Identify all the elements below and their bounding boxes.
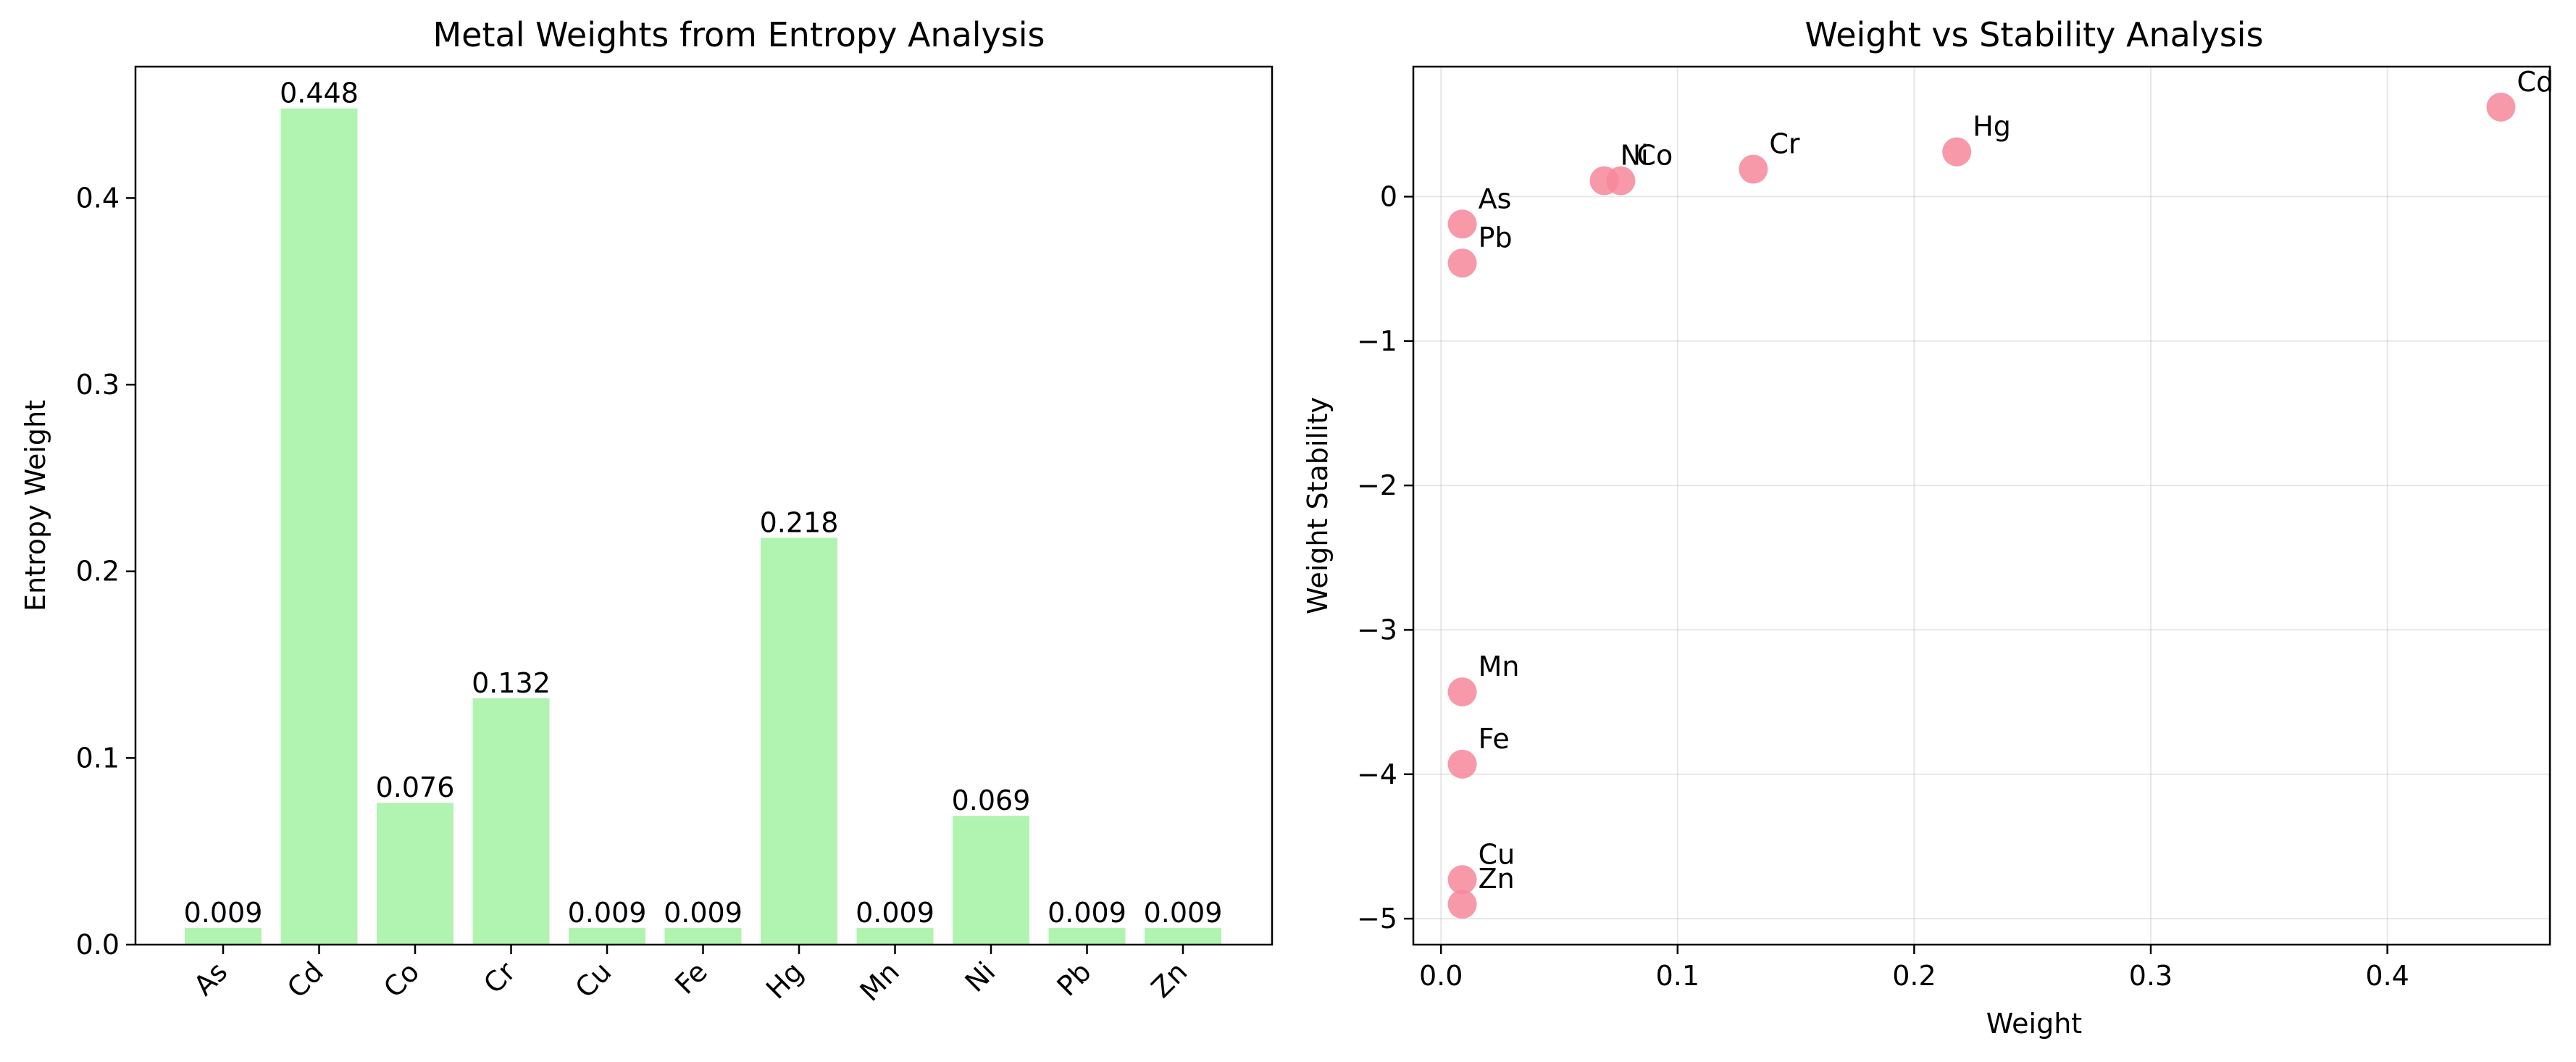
scatter-point-hg	[1942, 137, 1972, 167]
scatter-point-zn	[1447, 890, 1477, 919]
scatter-chart-point-labels: As Cd Co Cr Cu Fe Hg Mn Ni Pb Zn	[1479, 66, 2554, 895]
bar-value-label: 0.009	[1144, 897, 1223, 929]
bar-chart-bars	[185, 108, 1221, 945]
bar-value-label: 0.009	[1047, 897, 1126, 929]
scatter-point-label: Cr	[1769, 128, 1800, 160]
scatter-x-tick-label: 0.2	[1892, 960, 1936, 992]
scatter-chart: Weight vs Stability Analysis Weight Weig…	[1302, 15, 2554, 1040]
bar-as	[185, 927, 262, 945]
bar-chart: Metal Weights from Entropy Analysis Entr…	[20, 15, 1274, 1008]
bar-y-tick-label: 0.4	[76, 182, 120, 214]
scatter-x-tick-label: 0.1	[1656, 960, 1699, 992]
bar-cd	[280, 108, 358, 945]
bar-value-label: 0.009	[184, 897, 263, 929]
scatter-point-label: Cu	[1479, 838, 1515, 870]
scatter-point-cr	[1739, 154, 1768, 184]
scatter-point-fe	[1447, 749, 1477, 779]
scatter-point-pb	[1447, 248, 1477, 278]
bar-chart-title: Metal Weights from Entropy Analysis	[432, 15, 1045, 54]
scatter-point-label: Zn	[1479, 863, 1515, 895]
scatter-point-label: Hg	[1973, 111, 2011, 143]
bar-cr	[472, 698, 550, 945]
bar-co	[377, 803, 453, 945]
bar-value-label: 0.009	[568, 897, 647, 929]
bar-value-label: 0.076	[376, 772, 455, 803]
scatter-y-tick-label: −5	[1357, 903, 1397, 935]
bar-chart-axes-frame	[134, 65, 1274, 946]
bar-value-label: 0.132	[472, 667, 551, 699]
bar-zn	[1145, 927, 1221, 945]
bar-value-label: 0.069	[952, 785, 1031, 816]
bar-y-tick-label: 0.2	[76, 556, 120, 588]
bar-chart-value-labels: 0.009 0.448 0.076 0.132 0.009 0.009 0.218 0.009…	[184, 78, 1223, 929]
scatter-chart-x-ticks: 0.0 0.1 0.2 0.3 0.4	[1419, 945, 2409, 992]
bar-chart-y-ticks: 0.0 0.1 0.2 0.3 0.4	[76, 182, 135, 961]
scatter-point-label: Cd	[2517, 66, 2554, 98]
scatter-point-label: As	[1479, 183, 1512, 214]
scatter-chart-points	[1447, 92, 2516, 919]
scatter-point-as	[1447, 209, 1477, 239]
bar-hg	[761, 538, 837, 945]
scatter-point-ni	[1589, 166, 1619, 196]
scatter-point-label: Mn	[1479, 651, 1520, 682]
bar-mn	[856, 927, 934, 945]
bar-cu	[569, 927, 645, 945]
scatter-point-label: Fe	[1479, 723, 1510, 755]
scatter-y-tick-label: −1	[1357, 325, 1397, 357]
scatter-chart-title: Weight vs Stability Analysis	[1805, 15, 2263, 54]
scatter-point-mn	[1447, 677, 1477, 707]
scatter-point-label: Ni	[1621, 139, 1649, 171]
scatter-point-cd	[2486, 92, 2516, 122]
scatter-chart-y-axis-label: Weight Stability	[1302, 397, 1334, 614]
bar-value-label: 0.448	[280, 78, 359, 109]
bar-fe	[664, 927, 742, 945]
scatter-point-label: Co	[1636, 139, 1673, 171]
scatter-y-tick-label: −4	[1357, 758, 1397, 790]
scatter-y-tick-label: −3	[1357, 614, 1397, 645]
scatter-point-cu	[1447, 865, 1477, 895]
bar-chart-y-axis-label: Entropy Weight	[20, 400, 51, 611]
scatter-point-label: Pb	[1479, 222, 1513, 254]
scatter-x-tick-label: 0.4	[2365, 960, 2409, 992]
scatter-y-tick-label: 0	[1380, 180, 1397, 212]
bar-pb	[1048, 927, 1126, 945]
bar-value-label: 0.009	[856, 897, 934, 929]
bar-y-tick-label: 0.0	[76, 929, 120, 961]
bar-value-label: 0.218	[760, 506, 839, 538]
scatter-x-tick-label: 0.0	[1419, 960, 1463, 992]
bar-ni	[953, 816, 1029, 945]
scatter-y-tick-label: −2	[1357, 469, 1397, 501]
bar-y-tick-label: 0.1	[76, 742, 120, 774]
bar-value-label: 0.009	[664, 897, 743, 929]
scatter-chart-axes-frame	[1412, 65, 2551, 946]
scatter-chart-grid	[1413, 67, 2550, 945]
scatter-chart-x-axis-label: Weight	[1986, 1008, 2082, 1040]
scatter-x-tick-label: 0.3	[2129, 960, 2173, 992]
bar-y-tick-label: 0.3	[76, 369, 120, 401]
scatter-chart-y-ticks: −5 −4 −3 −2 −1 0	[1357, 180, 1413, 935]
